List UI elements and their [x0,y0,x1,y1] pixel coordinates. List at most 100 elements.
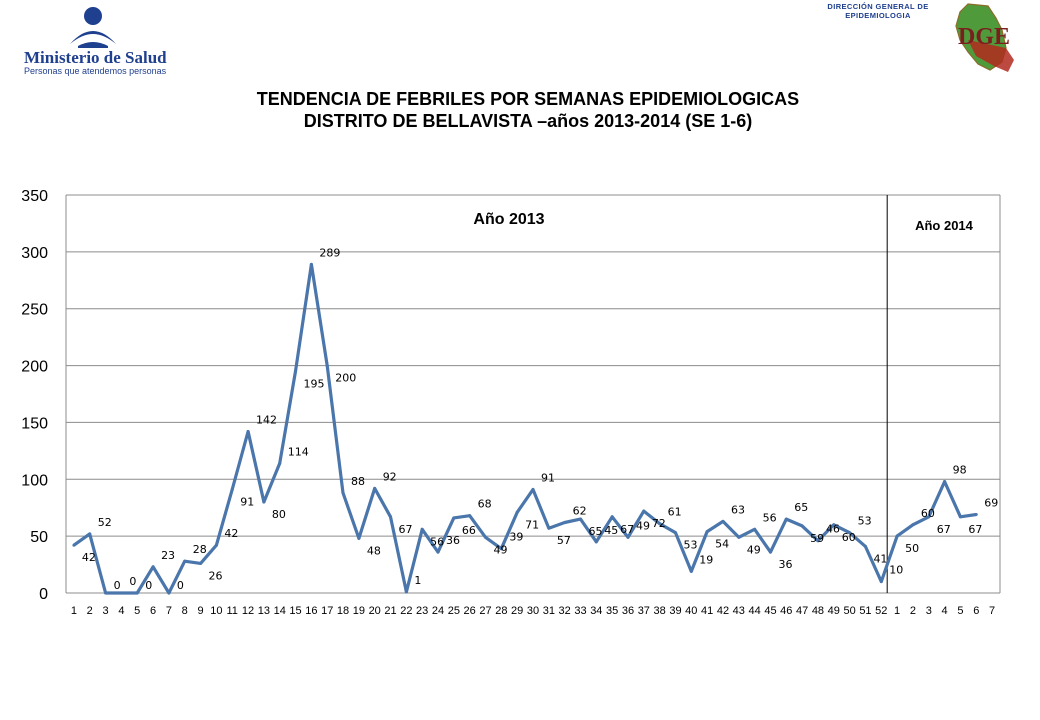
data-label: 62 [573,504,587,517]
x-tick-label: 36 [622,605,634,617]
x-tick-label: 10 [210,605,222,617]
dge-logo: DIRECCIÓN GENERAL DE EPIDEMIOLOGIA DGE [818,0,1018,80]
x-tick-label: 1 [894,605,900,617]
data-label: 67 [620,523,634,536]
data-label: 67 [399,523,413,536]
data-point [737,535,741,539]
data-point [705,530,709,534]
data-label: 42 [82,551,96,564]
data-label: 88 [351,475,365,488]
data-point [768,550,772,554]
data-point [357,536,361,540]
data-label: 41 [873,552,887,565]
data-label: 10 [889,564,903,577]
data-point [373,486,377,490]
y-tick-label: 350 [21,188,48,205]
data-point [816,539,820,543]
dge-label-line1: DIRECCIÓN GENERAL DE [827,2,929,11]
data-point [911,523,915,527]
x-tick-label: 21 [384,605,396,617]
x-tick-label: 5 [957,605,963,617]
data-label: 46 [826,523,840,536]
x-tick-label: 2 [910,605,916,617]
data-label: 69 [984,497,998,510]
data-label: 289 [319,246,340,259]
x-tick-label: 5 [134,605,140,617]
data-point [578,517,582,521]
data-label: 61 [668,506,682,519]
data-label: 91 [541,472,555,485]
x-tick-label: 22 [400,605,412,617]
x-tick-label: 19 [353,605,365,617]
data-point [135,591,139,595]
data-point [927,515,931,519]
x-tick-label: 47 [796,605,808,617]
data-label: 23 [161,549,175,562]
data-point [895,534,899,538]
chart-title: TENDENCIA DE FEBRILES POR SEMANAS EPIDEM… [0,88,1040,132]
data-point [309,262,313,266]
data-label: 80 [272,508,286,521]
data-label: 67 [968,523,982,536]
x-tick-label: 42 [717,605,729,617]
ministry-name: Ministerio de Salud [24,48,167,67]
data-label: 0 [129,575,136,588]
data-point [452,516,456,520]
y-tick-label: 150 [21,415,48,432]
x-tick-label: 39 [669,605,681,617]
data-label: 53 [683,539,697,552]
data-label: 57 [557,534,571,547]
x-tick-label: 18 [337,605,349,617]
data-label: 98 [953,464,967,477]
x-tick-label: 28 [495,605,507,617]
data-label: 42 [224,527,238,540]
x-tick-label: 2 [87,605,93,617]
data-point [943,480,947,484]
data-label: 65 [794,501,808,514]
y-tick-label: 0 [39,586,48,603]
data-point [879,580,883,584]
x-tick-label: 52 [875,605,887,617]
data-point [958,515,962,519]
ministerio-de-salud-logo: Ministerio de Salud Personas que atendem… [18,4,178,76]
x-tick-label: 4 [118,605,124,617]
data-point [800,524,804,528]
x-tick-label: 16 [305,605,317,617]
ministry-tagline: Personas que atendemos personas [24,66,167,76]
data-label: 142 [256,414,277,427]
x-tick-label: 8 [182,605,188,617]
x-tick-label: 26 [464,605,476,617]
x-tick-label: 41 [701,605,713,617]
data-label: 56 [430,535,444,548]
x-tick-label: 7 [166,605,172,617]
data-point [594,540,598,544]
x-tick-label: 12 [242,605,254,617]
dge-label-line2: EPIDEMIOLOGIA [845,11,911,20]
data-point [626,535,630,539]
x-tick-label: 6 [973,605,979,617]
data-point [183,559,187,563]
x-tick-label: 15 [289,605,301,617]
data-point [404,590,408,594]
x-tick-label: 38 [654,605,666,617]
person-emblem-icon [70,7,116,48]
data-label: 19 [699,553,713,566]
data-label: 91 [240,496,254,509]
data-point [689,569,693,573]
data-label: 53 [858,515,872,528]
y-tick-label: 50 [30,529,48,546]
x-tick-label: 29 [511,605,523,617]
data-label: 49 [747,543,761,556]
data-point [278,461,282,465]
data-point [784,517,788,521]
data-label: 54 [715,538,729,551]
data-point [721,519,725,523]
data-label: 71 [525,518,539,531]
data-label: 114 [288,445,309,458]
data-label: 92 [383,470,397,483]
x-tick-label: 6 [150,605,156,617]
data-label: 49 [636,519,650,532]
